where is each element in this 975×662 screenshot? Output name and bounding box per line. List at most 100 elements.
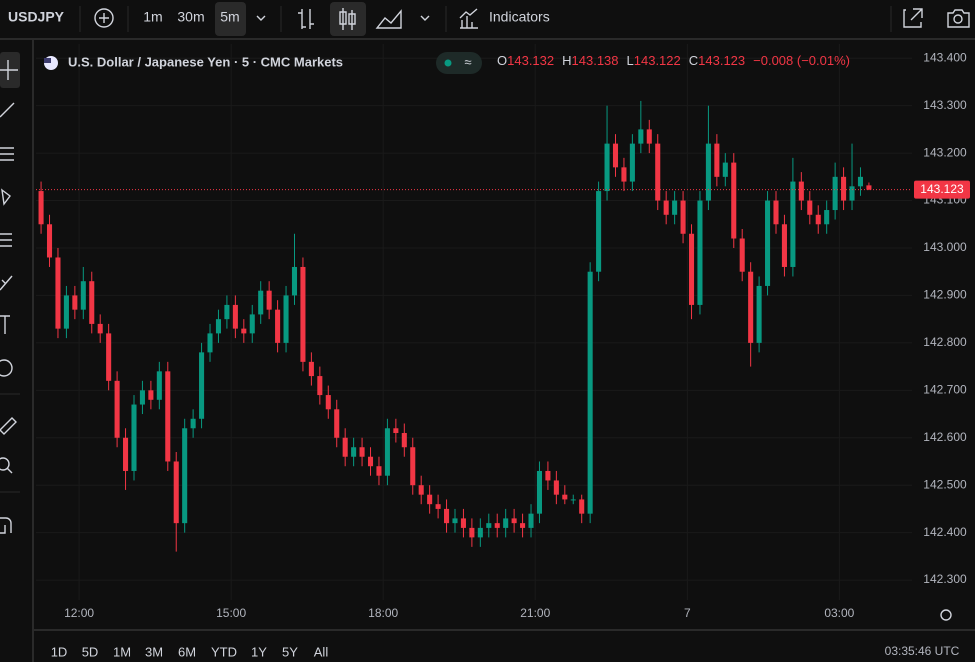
candle-body [460, 518, 466, 528]
candle-body [672, 200, 678, 215]
magnet-tool[interactable] [0, 517, 12, 534]
top-toolbar: USDJPY 1m 30m 5m Indicators [0, 2, 975, 40]
brush-tool[interactable] [0, 275, 13, 291]
range-button[interactable]: 5D [82, 644, 99, 659]
pattern-tool[interactable] [1, 188, 11, 206]
settings-icon[interactable] [940, 609, 952, 621]
trendline-tool[interactable] [0, 102, 15, 118]
candle-body [182, 428, 188, 524]
market-status-icon: ≈ [464, 54, 471, 69]
interval-button[interactable]: 5m [220, 9, 239, 25]
candle-body [469, 527, 475, 538]
add-symbol-plus [99, 13, 109, 23]
y-tick-label: 143.400 [923, 50, 967, 64]
zoom-handle [6, 467, 13, 474]
high-label: H [562, 53, 571, 68]
change-value: −0.008 (−0.01%) [753, 53, 850, 68]
last-price-badge [914, 180, 970, 199]
range-button[interactable]: 3M [145, 644, 163, 659]
candle-body [393, 428, 399, 434]
area-icon[interactable] [375, 9, 402, 29]
candle-body [435, 504, 441, 509]
candle-body [148, 390, 154, 400]
chart-type-menu[interactable] [420, 15, 430, 21]
candle-body [739, 238, 745, 272]
range-button[interactable]: 1M [113, 644, 131, 659]
interval-button[interactable]: 30m [177, 9, 204, 25]
bars-icon[interactable] [298, 9, 314, 29]
open-label: O [497, 53, 507, 68]
ruler-tool[interactable] [0, 417, 17, 435]
candle-body [494, 523, 500, 528]
indicators-icon[interactable] [459, 8, 478, 29]
text-tool[interactable] [0, 315, 10, 334]
low-label: L [627, 53, 634, 68]
last-price-label: 143.123 [920, 182, 964, 196]
candle-body [232, 304, 238, 329]
candle-body [317, 376, 323, 396]
candle-body [604, 143, 610, 192]
candle-body [528, 513, 534, 528]
candle-body [638, 129, 644, 144]
fib-tool[interactable] [0, 147, 14, 161]
emoji-tool[interactable] [0, 359, 13, 377]
candle-body [55, 257, 61, 329]
y-tick-label: 142.300 [923, 572, 967, 586]
candle-body [139, 390, 145, 405]
y-tick-label: 142.400 [923, 525, 967, 539]
candles-icon[interactable] [339, 8, 356, 30]
range-button[interactable]: 6M [178, 644, 196, 659]
range-button[interactable]: All [314, 644, 329, 659]
candle-body [520, 523, 526, 528]
interval-menu[interactable] [256, 15, 266, 21]
symbol[interactable]: USDJPY [8, 9, 65, 25]
high-value: 143.138 [572, 53, 619, 68]
candle-body [63, 295, 69, 329]
candle-body [275, 309, 281, 343]
candle-body [705, 143, 711, 201]
candle-body [663, 200, 669, 215]
candle-body [418, 485, 424, 495]
candle-body [410, 447, 416, 486]
candle-body [359, 447, 365, 457]
add-symbol[interactable] [94, 8, 114, 28]
candle-body [283, 295, 289, 343]
y-tick-label: 143.200 [923, 145, 967, 159]
low-value: 143.122 [634, 53, 681, 68]
range-button[interactable]: YTD [211, 644, 237, 659]
range-button[interactable]: 1Y [251, 644, 267, 659]
candle-body [756, 285, 762, 343]
forecast-tool[interactable] [0, 233, 12, 247]
candle-body [452, 518, 458, 524]
zoom-tool[interactable] [0, 457, 10, 471]
range-button[interactable]: 5Y [282, 644, 298, 659]
candle-body [266, 290, 272, 310]
y-tick-label: 143.300 [923, 98, 967, 112]
interval-button[interactable]: 1m [143, 9, 162, 25]
candle-body [325, 395, 331, 410]
snapshot-lens [953, 14, 963, 24]
candle-body [629, 143, 635, 182]
candle-body [367, 456, 374, 467]
crosshair-tool[interactable] [0, 60, 18, 80]
market-status [436, 52, 482, 74]
candle-body [587, 271, 593, 514]
candle-body [579, 499, 585, 514]
candle-body [765, 200, 771, 286]
plot-area: 142.300 142.400 142.500 142.600 142.700 142.8… [36, 44, 970, 620]
snapshot-icon[interactable] [947, 9, 970, 28]
candle-body [807, 200, 813, 215]
range-button[interactable]: 1D [51, 644, 68, 659]
ohlc-legend: O143.132 H143.138 L143.122 C143.123 −0.008 (… [497, 53, 850, 68]
candle-body [849, 186, 855, 201]
popout-icon[interactable] [903, 8, 923, 28]
market-status-dot [444, 59, 452, 67]
candle-body [570, 499, 576, 501]
candle-body [731, 162, 737, 239]
candle-body [722, 162, 728, 177]
candle-body [857, 176, 864, 187]
candle-body [714, 143, 720, 177]
indicators-button[interactable]: Indicators [489, 9, 550, 25]
